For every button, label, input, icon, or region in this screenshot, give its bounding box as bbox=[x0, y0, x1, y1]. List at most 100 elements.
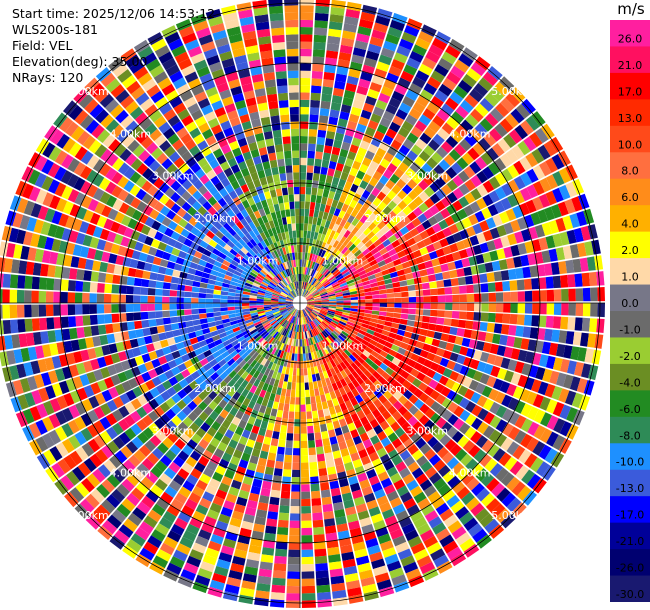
range-gate-cell bbox=[287, 70, 299, 79]
range-gate-cell bbox=[449, 269, 458, 279]
range-gate-cell bbox=[358, 270, 367, 277]
range-gate-cell bbox=[349, 199, 358, 209]
range-gate-cell bbox=[455, 532, 471, 546]
range-gate-cell bbox=[336, 66, 349, 76]
range-gate-cell bbox=[371, 335, 380, 343]
range-gate-cell bbox=[451, 462, 465, 475]
range-gate-cell bbox=[315, 144, 324, 153]
range-gate-cell bbox=[314, 281, 321, 288]
range-gate-cell bbox=[383, 460, 395, 471]
range-gate-cell bbox=[455, 506, 470, 520]
range-gate-cell bbox=[111, 304, 119, 313]
range-gate-cell bbox=[392, 195, 403, 205]
range-gate-cell bbox=[300, 259, 302, 267]
range-gate-cell bbox=[394, 84, 408, 96]
range-gate-cell bbox=[371, 310, 380, 315]
range-gate-cell bbox=[389, 173, 400, 184]
range-gate-cell bbox=[328, 429, 336, 438]
range-gate-cell bbox=[371, 226, 381, 235]
range-gate-cell bbox=[538, 237, 549, 251]
range-gate-cell bbox=[461, 257, 471, 268]
range-gate-cell bbox=[284, 5, 299, 13]
range-gate-cell bbox=[430, 401, 441, 412]
range-gate-cell bbox=[281, 129, 291, 137]
range-gate-cell bbox=[307, 303, 315, 305]
range-gate-cell bbox=[362, 583, 378, 594]
range-gate-cell bbox=[339, 218, 347, 228]
range-gate-cell bbox=[309, 277, 315, 285]
range-gate-cell bbox=[397, 385, 408, 395]
range-gate-cell bbox=[487, 312, 496, 323]
range-gate-cell bbox=[307, 330, 312, 338]
range-gate-cell bbox=[415, 437, 427, 449]
range-gate-cell bbox=[338, 387, 347, 396]
range-gate-cell bbox=[356, 286, 364, 291]
range-gate-cell bbox=[307, 300, 315, 302]
range-gate-cell bbox=[346, 174, 356, 184]
range-gate-cell bbox=[552, 233, 563, 248]
range-gate-cell bbox=[220, 299, 228, 303]
range-gate-cell bbox=[349, 288, 357, 293]
range-gate-cell bbox=[24, 275, 33, 289]
range-gate-cell bbox=[440, 386, 451, 397]
range-gate-cell bbox=[38, 277, 48, 290]
range-gate-cell bbox=[358, 256, 367, 264]
range-gate-cell bbox=[335, 306, 344, 310]
range-gate-cell bbox=[364, 251, 373, 260]
range-gate-cell bbox=[355, 318, 364, 323]
colorbar-tick-label: -17.0 bbox=[616, 509, 644, 522]
range-gate-cell bbox=[300, 201, 305, 209]
range-gate-cell bbox=[391, 156, 402, 168]
range-gate-cell bbox=[499, 118, 514, 133]
range-gate-cell bbox=[191, 298, 199, 303]
range-gate-cell bbox=[351, 379, 360, 388]
range-gate-cell bbox=[569, 213, 581, 228]
range-gate-cell bbox=[327, 384, 334, 393]
range-gate-cell bbox=[492, 333, 501, 345]
range-gate-cell bbox=[300, 63, 312, 71]
range-gate-cell bbox=[293, 245, 297, 253]
range-gate-cell bbox=[230, 479, 242, 490]
range-gate-cell bbox=[346, 468, 357, 479]
range-gate-cell bbox=[333, 316, 341, 321]
range-ring-label: 2.00km bbox=[194, 212, 236, 225]
colorbar-tick-label: -2.0 bbox=[619, 350, 640, 363]
range-gate-cell bbox=[357, 562, 372, 573]
range-ring-label: 5.00km bbox=[491, 85, 533, 98]
range-gate-cell bbox=[313, 34, 327, 43]
range-gate-cell bbox=[285, 600, 300, 608]
range-gate-cell bbox=[316, 402, 323, 411]
range-gate-cell bbox=[256, 434, 265, 444]
range-gate-cell bbox=[300, 455, 309, 463]
range-gate-cell bbox=[9, 304, 18, 319]
range-gate-cell bbox=[292, 448, 300, 456]
range-gate-cell bbox=[476, 487, 490, 502]
range-gate-cell bbox=[118, 285, 127, 294]
range-gate-cell bbox=[556, 343, 566, 358]
range-gate-cell bbox=[301, 513, 312, 521]
range-gate-cell bbox=[401, 216, 412, 226]
range-gate-cell bbox=[326, 459, 335, 468]
range-gate-cell bbox=[307, 301, 315, 303]
range-gate-cell bbox=[445, 135, 459, 148]
range-gate-cell bbox=[320, 294, 328, 298]
range-gate-cell bbox=[225, 493, 238, 504]
range-gate-cell bbox=[322, 438, 331, 447]
range-gate-cell bbox=[305, 194, 311, 202]
range-gate-cell bbox=[496, 248, 506, 260]
range-gate-cell bbox=[484, 113, 499, 127]
range-gate-cell bbox=[493, 237, 504, 250]
range-gate-cell bbox=[442, 227, 453, 238]
range-gate-cell bbox=[362, 319, 371, 325]
range-gate-cell bbox=[104, 314, 113, 324]
range-gate-cell bbox=[391, 438, 403, 449]
range-gate-cell bbox=[552, 357, 563, 371]
range-gate-cell bbox=[429, 281, 438, 289]
range-gate-cell bbox=[284, 158, 292, 166]
range-gate-cell bbox=[301, 310, 303, 318]
range-gate-cell bbox=[400, 313, 409, 320]
range-gate-cell bbox=[503, 133, 517, 148]
range-gate-cell bbox=[537, 209, 549, 223]
range-gate-cell bbox=[495, 419, 508, 433]
range-gate-cell bbox=[355, 503, 368, 514]
